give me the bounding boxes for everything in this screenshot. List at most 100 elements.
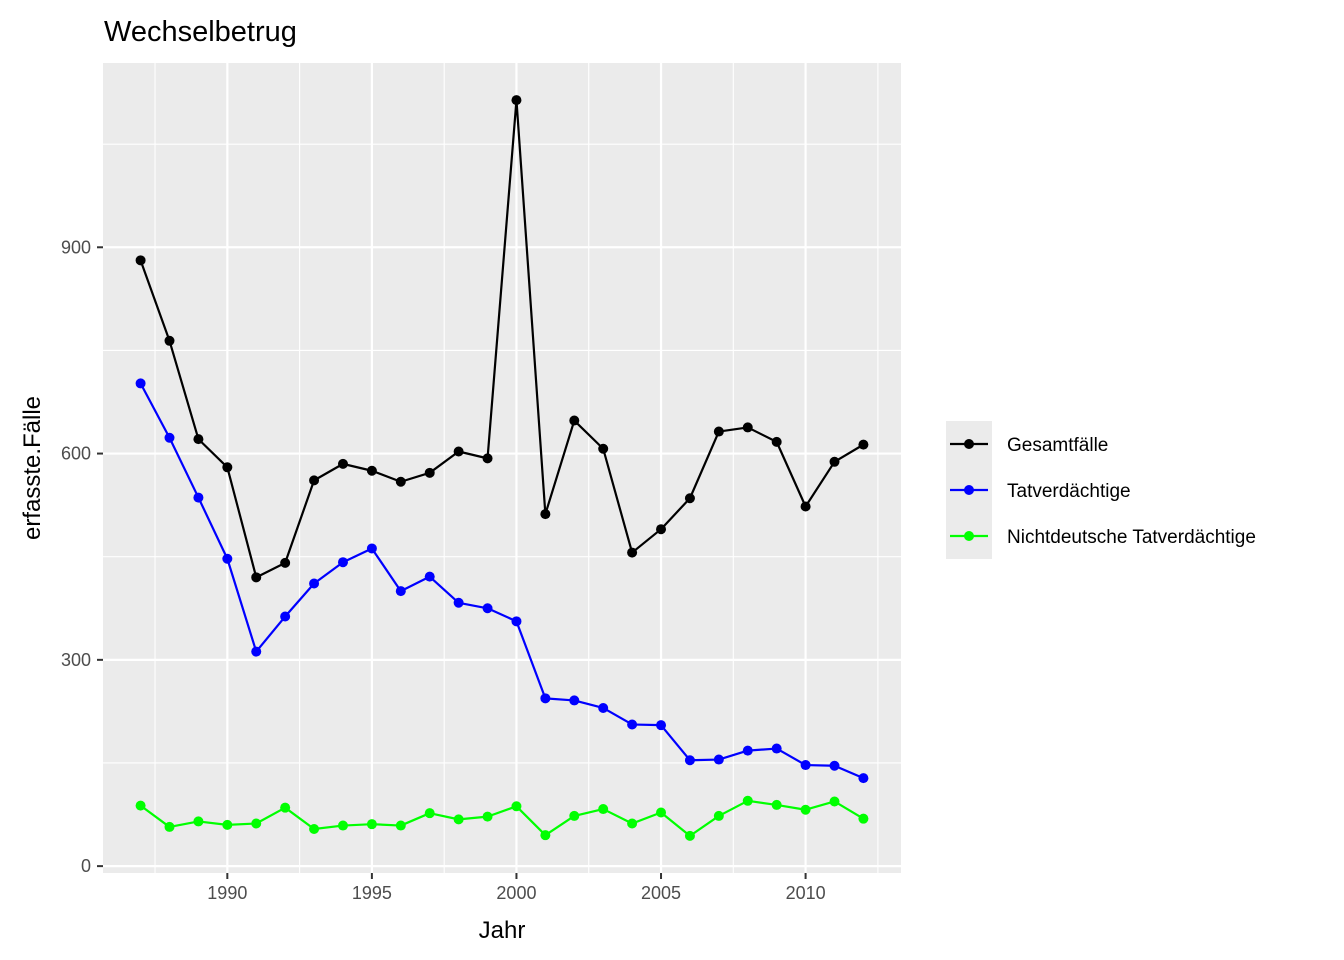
data-point-nichtdeutsche-tatverdaechtige bbox=[222, 819, 233, 830]
data-point-nichtdeutsche-tatverdaechtige bbox=[395, 820, 406, 831]
data-point-tatverdaechtige bbox=[309, 578, 320, 589]
data-point-nichtdeutsche-tatverdaechtige bbox=[251, 818, 262, 829]
data-point-nichtdeutsche-tatverdaechtige bbox=[800, 804, 811, 815]
x-tick-label: 1995 bbox=[352, 883, 392, 903]
data-point-nichtdeutsche-tatverdaechtige bbox=[366, 819, 377, 830]
data-point-gesamtfaelle bbox=[222, 462, 233, 473]
data-point-tatverdaechtige bbox=[713, 754, 724, 765]
data-point-tatverdaechtige bbox=[395, 586, 406, 597]
data-point-gesamtfaelle bbox=[598, 443, 609, 454]
data-point-tatverdaechtige bbox=[858, 773, 869, 784]
data-point-gesamtfaelle bbox=[135, 255, 146, 266]
data-point-nichtdeutsche-tatverdaechtige bbox=[598, 804, 609, 815]
data-point-nichtdeutsche-tatverdaechtige bbox=[627, 818, 638, 829]
data-point-tatverdaechtige bbox=[656, 720, 667, 731]
legend: Gesamtfälle Tatverdächtige Nichtdeutsche T… bbox=[946, 421, 1256, 559]
x-axis: 1990 1995 2000 2005 2010 bbox=[207, 873, 826, 903]
minor-gridlines bbox=[103, 63, 901, 873]
data-point-gesamtfaelle bbox=[395, 476, 406, 487]
data-point-nichtdeutsche-tatverdaechtige bbox=[829, 796, 840, 807]
data-point-nichtdeutsche-tatverdaechtige bbox=[164, 821, 175, 832]
data-point-nichtdeutsche-tatverdaechtige bbox=[337, 820, 348, 831]
data-point-gesamtfaelle bbox=[540, 509, 551, 520]
data-point-gesamtfaelle bbox=[800, 501, 811, 512]
data-point-tatverdaechtige bbox=[337, 557, 348, 568]
data-point-gesamtfaelle bbox=[193, 434, 204, 445]
data-point-gesamtfaelle bbox=[656, 524, 667, 535]
data-point-tatverdaechtige bbox=[829, 760, 840, 771]
data-point-nichtdeutsche-tatverdaechtige bbox=[656, 807, 667, 818]
y-tick-label: 600 bbox=[61, 444, 91, 464]
data-point-tatverdaechtige bbox=[135, 378, 146, 389]
data-point-nichtdeutsche-tatverdaechtige bbox=[280, 802, 291, 813]
data-point-nichtdeutsche-tatverdaechtige bbox=[453, 814, 464, 825]
data-point-gesamtfaelle bbox=[424, 467, 435, 478]
data-point-gesamtfaelle bbox=[569, 415, 580, 426]
legend-label-tatverdaechtige: Tatverdächtige bbox=[1007, 481, 1131, 502]
data-point-nichtdeutsche-tatverdaechtige bbox=[771, 799, 782, 810]
x-axis-title: Jahr bbox=[479, 917, 526, 944]
data-point-gesamtfaelle bbox=[280, 557, 291, 568]
data-point-nichtdeutsche-tatverdaechtige bbox=[684, 830, 695, 841]
data-point-gesamtfaelle bbox=[858, 439, 869, 450]
data-point-nichtdeutsche-tatverdaechtige bbox=[135, 800, 146, 811]
data-point-nichtdeutsche-tatverdaechtige bbox=[482, 811, 493, 822]
series-line-tatverdaechtige bbox=[139, 382, 864, 780]
data-point-tatverdaechtige bbox=[540, 693, 551, 704]
data-point-gesamtfaelle bbox=[684, 493, 695, 504]
data-point-gesamtfaelle bbox=[366, 465, 377, 476]
data-point-gesamtfaelle bbox=[309, 475, 320, 486]
legend-key-point-tatverdaechtige bbox=[964, 485, 974, 495]
data-point-tatverdaechtige bbox=[627, 719, 638, 730]
data-point-gesamtfaelle bbox=[771, 436, 782, 447]
data-point-nichtdeutsche-tatverdaechtige bbox=[858, 813, 869, 824]
data-point-gesamtfaelle bbox=[251, 572, 262, 583]
data-point-nichtdeutsche-tatverdaechtige bbox=[309, 823, 320, 834]
legend-label-gesamtfaelle: Gesamtfälle bbox=[1007, 435, 1108, 456]
chart-title: Wechselbetrug bbox=[104, 16, 297, 48]
data-point-gesamtfaelle bbox=[337, 458, 348, 469]
data-point-nichtdeutsche-tatverdaechtige bbox=[424, 808, 435, 819]
data-point-tatverdaechtige bbox=[482, 603, 493, 614]
data-point-gesamtfaelle bbox=[164, 335, 175, 346]
data-point-tatverdaechtige bbox=[164, 432, 175, 443]
x-tick-label: 2000 bbox=[496, 883, 536, 903]
data-point-nichtdeutsche-tatverdaechtige bbox=[569, 810, 580, 821]
data-point-tatverdaechtige bbox=[800, 760, 811, 771]
y-axis: 0 300 600 900 bbox=[61, 237, 103, 876]
data-point-tatverdaechtige bbox=[366, 543, 377, 554]
data-point-tatverdaechtige bbox=[771, 743, 782, 754]
data-point-gesamtfaelle bbox=[511, 95, 522, 106]
data-point-tatverdaechtige bbox=[511, 616, 522, 627]
data-point-tatverdaechtige bbox=[251, 646, 262, 657]
data-point-nichtdeutsche-tatverdaechtige bbox=[193, 816, 204, 827]
data-point-tatverdaechtige bbox=[424, 571, 435, 582]
x-tick-label: 1990 bbox=[207, 883, 247, 903]
data-point-tatverdaechtige bbox=[222, 553, 233, 564]
data-point-nichtdeutsche-tatverdaechtige bbox=[540, 830, 551, 841]
data-point-gesamtfaelle bbox=[453, 446, 464, 457]
y-tick-label: 300 bbox=[61, 650, 91, 670]
x-tick-label: 2005 bbox=[641, 883, 681, 903]
plot-panel bbox=[103, 63, 901, 873]
data-point-tatverdaechtige bbox=[742, 745, 753, 756]
y-tick-label: 900 bbox=[61, 237, 91, 257]
data-point-gesamtfaelle bbox=[713, 426, 724, 437]
data-point-tatverdaechtige bbox=[569, 695, 580, 706]
data-point-gesamtfaelle bbox=[482, 453, 493, 464]
series-line-nichtdeutsche-tatverdaechtige bbox=[139, 799, 864, 837]
legend-label-nichtdeutsche-tatverdaechtige: Nichtdeutsche Tatverdächtige bbox=[1007, 527, 1256, 548]
data-point-tatverdaechtige bbox=[684, 755, 695, 766]
data-point-gesamtfaelle bbox=[829, 456, 840, 467]
series-layer bbox=[135, 95, 869, 841]
data-point-gesamtfaelle bbox=[627, 547, 638, 558]
data-point-nichtdeutsche-tatverdaechtige bbox=[713, 810, 724, 821]
data-point-tatverdaechtige bbox=[193, 492, 204, 503]
x-tick-label: 2010 bbox=[786, 883, 826, 903]
data-point-gesamtfaelle bbox=[742, 422, 753, 433]
data-point-tatverdaechtige bbox=[280, 611, 291, 622]
y-axis-title: erfasste.Fälle bbox=[19, 396, 46, 540]
legend-key-point-nichtdeutsche-tatverdaechtige bbox=[964, 531, 974, 541]
data-point-tatverdaechtige bbox=[598, 702, 609, 713]
